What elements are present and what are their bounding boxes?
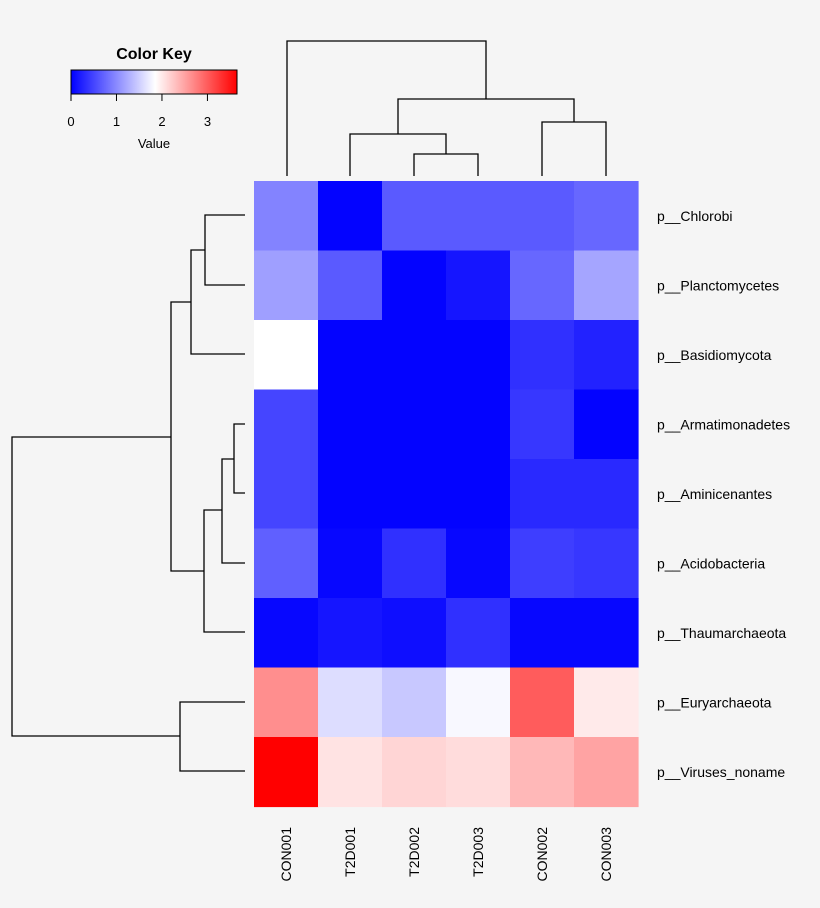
heatmap-cell [254,459,319,530]
color-key-tick-label: 3 [204,114,211,129]
column-label: T2D001 [342,827,358,877]
heatmap-cells [254,181,639,808]
row-label: p__Viruses_noname [657,764,785,780]
heatmap-cell [510,737,575,808]
heatmap-cell [254,389,319,460]
heatmap-cell [510,459,575,530]
column-label: T2D002 [406,827,422,877]
heatmap-cell [382,250,447,321]
heatmap-cell [382,181,447,252]
heatmap-cell [574,528,639,599]
heatmap-cell [382,459,447,530]
color-key-tick-label: 0 [67,114,74,129]
heatmap-cell [382,528,447,599]
color-key: Color Key 0 1 2 3 Value [67,46,238,151]
row-label: p__Aminicenantes [657,486,772,502]
heatmap-cell [510,181,575,252]
heatmap-cell [254,250,319,321]
heatmap-cell [446,250,511,321]
heatmap-cell [510,528,575,599]
heatmap-cell [510,598,575,669]
heatmap-cell [446,459,511,530]
row-label: p__Armatimonadetes [657,416,790,432]
heatmap-cell [510,250,575,321]
heatmap-cell [318,737,383,808]
row-labels: p__Chlorobi p__Planctomycetes p__Basidiomy… [657,208,790,780]
heatmap-cell [382,389,447,460]
heatmap-cell [318,181,383,252]
heatmap-cell [318,320,383,391]
heatmap-cell [574,667,639,738]
color-key-title: Color Key [116,46,192,63]
heatmap-cell [510,667,575,738]
heatmap-cell [382,667,447,738]
column-label: CON001 [278,827,294,882]
heatmap-cell [254,598,319,669]
heatmap-cell [254,667,319,738]
heatmap-cell [318,389,383,460]
column-dendrogram [286,40,607,176]
heatmap-cell [446,737,511,808]
row-label: p__Thaumarchaeota [657,625,786,641]
heatmap-cell [574,737,639,808]
heatmap-cell [574,250,639,321]
column-label: CON002 [534,827,550,882]
heatmap-cell [510,389,575,460]
heatmap-cell [574,320,639,391]
column-labels: CON001 T2D001 T2D002 T2D003 CON002 CON003 [278,827,614,882]
heatmap-cell [254,181,319,252]
heatmap-cell [382,598,447,669]
row-dendrogram [11,214,245,772]
color-key-gradient [70,69,238,95]
row-label: p__Planctomycetes [657,277,779,293]
heatmap-cell [446,389,511,460]
heatmap-cell [254,528,319,599]
column-label: CON003 [598,827,614,882]
color-key-xlabel: Value [138,136,170,151]
heatmap-cell [574,598,639,669]
heatmap-cell [318,598,383,669]
heatmap-cell [318,250,383,321]
heatmap-cell [446,598,511,669]
heatmap-cell [574,181,639,252]
heatmap-cell [446,667,511,738]
color-key-tick-label: 2 [158,114,165,129]
row-label: p__Chlorobi [657,208,733,224]
heatmap-cell [510,320,575,391]
heatmap-cell [446,320,511,391]
row-label: p__Basidiomycota [657,347,772,363]
heatmap-cell [254,737,319,808]
heatmap-cell [446,528,511,599]
heatmap-cell [574,459,639,530]
row-label: p__Acidobacteria [657,555,765,571]
heatmap-cell [318,459,383,530]
heatmap-cell [318,667,383,738]
heatmap-cell [574,389,639,460]
heatmap-cell [446,181,511,252]
heatmap-cell [254,320,319,391]
row-label: p__Euryarchaeota [657,694,772,710]
heatmap-cell [382,737,447,808]
heatmap-cell [318,528,383,599]
color-key-tick-label: 1 [113,114,120,129]
color-key-ticks: 0 1 2 3 [67,94,211,129]
heatmap-cell [382,320,447,391]
column-label: T2D003 [470,827,486,877]
